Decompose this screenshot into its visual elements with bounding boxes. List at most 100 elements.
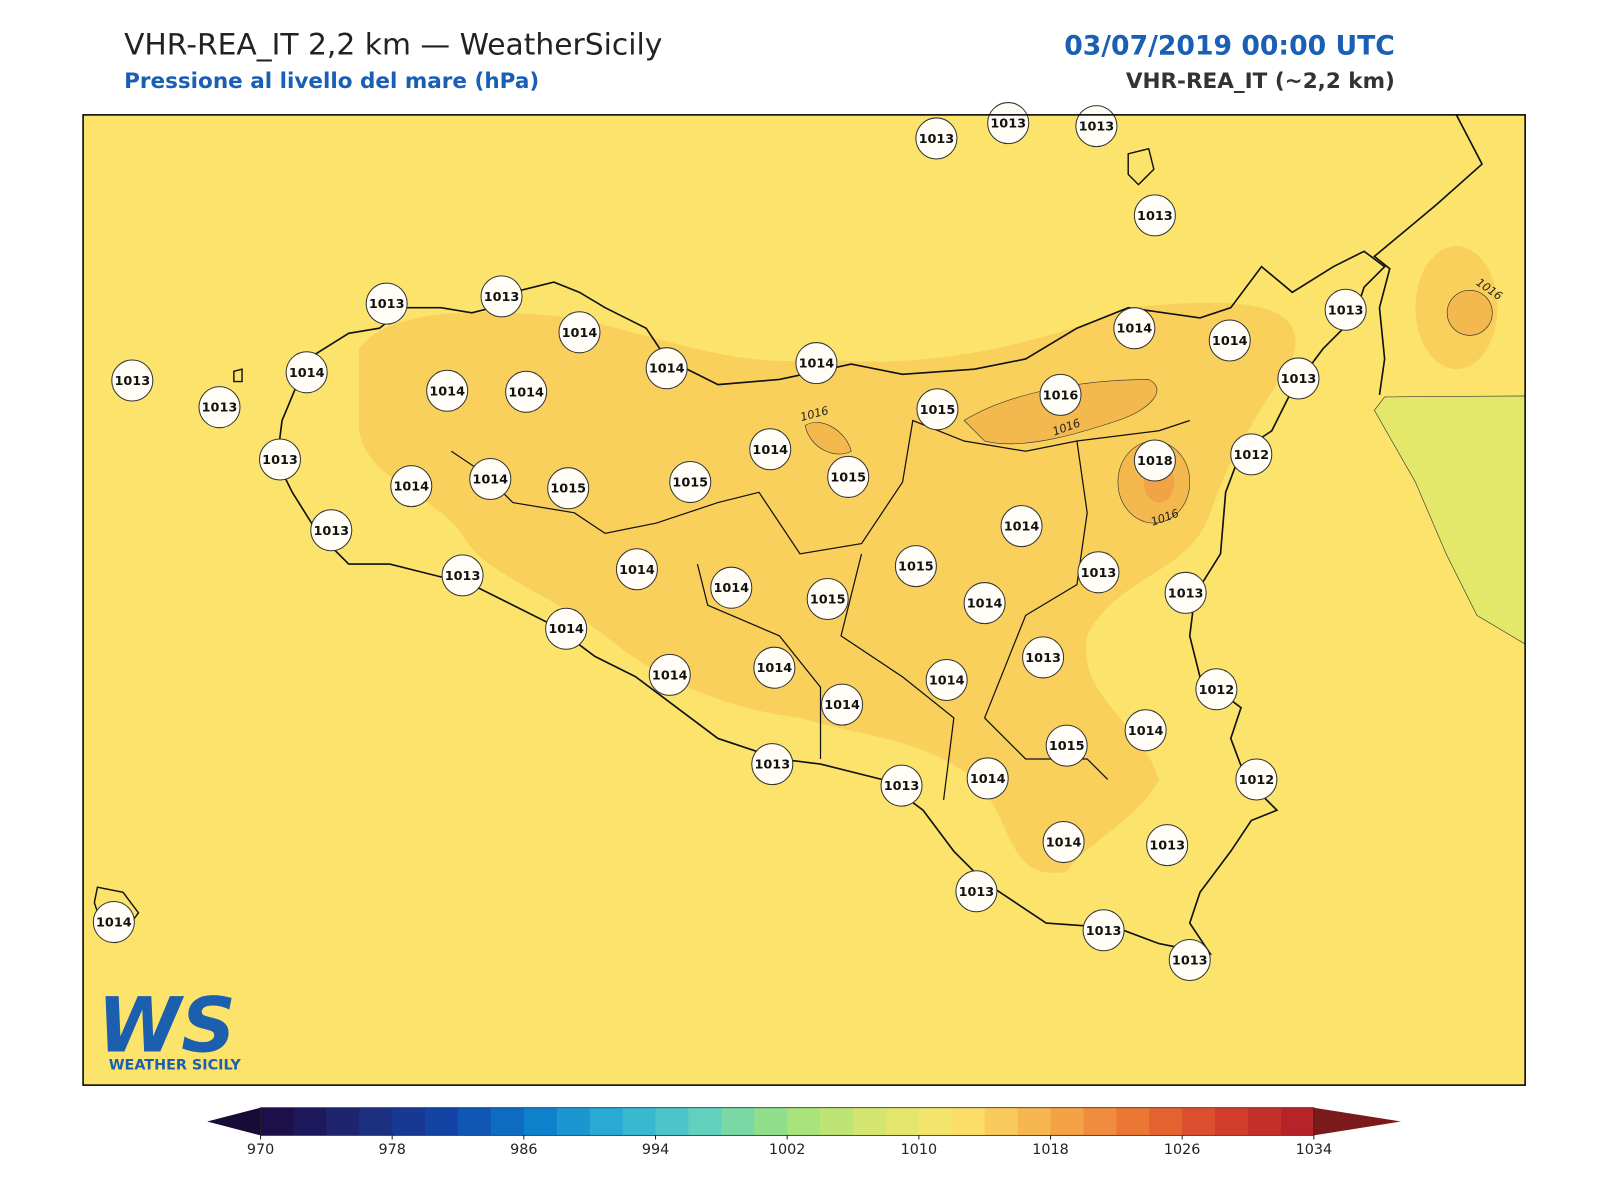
station-value: 1014 (289, 366, 325, 381)
station-marker (1195, 668, 1238, 711)
colorbar-bin (688, 1107, 722, 1136)
station-value: 1013 (1079, 120, 1115, 135)
station-marker (915, 117, 958, 160)
station-value: 1013 (1328, 303, 1364, 318)
colorbar-tick-label: 1010 (901, 1142, 938, 1158)
colorbar-bin (458, 1107, 492, 1136)
colorbar-tick-label: 978 (378, 1142, 405, 1158)
station-value: 1014 (970, 772, 1006, 787)
station: 1013 (915, 117, 958, 160)
station-marker (749, 428, 792, 471)
colorbar-bin (359, 1107, 393, 1136)
station-value: 1015 (898, 560, 934, 575)
station: 1014 (963, 582, 1006, 625)
station-marker (258, 438, 302, 481)
station: 1012 (1230, 433, 1273, 476)
station-value: 1014 (1046, 836, 1082, 851)
station-marker (925, 658, 968, 702)
station: 1012 (1195, 668, 1238, 711)
station-marker (806, 577, 849, 620)
station-marker (669, 461, 712, 504)
colorbar-bin (951, 1107, 986, 1136)
station-value: 1013 (1081, 566, 1117, 581)
station-marker (1000, 505, 1043, 548)
station-marker (753, 646, 796, 689)
station-value: 1014 (96, 916, 132, 931)
station-value: 1013 (754, 758, 790, 773)
station-marker (955, 870, 998, 913)
station-value: 1015 (550, 482, 586, 497)
station: 1013 (198, 386, 241, 429)
station-value: 1015 (1049, 739, 1085, 754)
station: 1014 (615, 548, 658, 591)
station: 1014 (966, 757, 1009, 800)
colorbar-bin (425, 1107, 459, 1136)
logo-mark: WS (97, 981, 235, 1069)
station-value: 1013 (1168, 586, 1204, 601)
subtitle: Pressione al livello del mare (hPa) (124, 69, 539, 94)
station-value: 1013 (990, 117, 1026, 132)
station: 1014 (426, 369, 469, 412)
colorbar-bin (1017, 1107, 1052, 1136)
station-marker (1146, 824, 1189, 867)
station-value: 1014 (1128, 724, 1164, 739)
low-area (1373, 395, 1526, 645)
station: 1014 (505, 370, 548, 413)
station: 1014 (710, 566, 753, 609)
station-marker (795, 342, 838, 385)
station-value: 1015 (672, 476, 708, 491)
station: 1013 (1324, 288, 1367, 331)
station-marker (1168, 938, 1211, 982)
station: 1014 (558, 311, 601, 354)
station: 1014 (753, 646, 796, 689)
station-marker (645, 347, 688, 390)
station: 1014 (1000, 505, 1043, 548)
station-marker (310, 509, 353, 552)
station-marker (987, 102, 1030, 145)
station-marker (1164, 571, 1207, 614)
station-value: 1014 (824, 698, 860, 713)
station-value: 1013 (313, 524, 349, 539)
station-value: 1013 (445, 569, 481, 584)
station-marker (710, 566, 753, 609)
colorbar-tick-label: 1002 (769, 1142, 806, 1158)
station-marker (821, 683, 864, 726)
station-value: 1013 (114, 374, 150, 389)
station-value: 1014 (713, 581, 749, 596)
station: 1013 (258, 438, 302, 481)
station-value: 1012 (1239, 773, 1275, 788)
station-marker (894, 545, 937, 588)
station: 1013 (1168, 938, 1211, 982)
logo: WS WEATHER SICILY (97, 981, 241, 1073)
datetime: 03/07/2019 00:00 UTC (1064, 30, 1395, 61)
colorbar-under (207, 1107, 261, 1136)
station-marker (916, 388, 959, 431)
colorbar-tick-label: 986 (510, 1142, 537, 1158)
station: 1014 (749, 428, 792, 471)
colorbar-tick-label: 994 (642, 1142, 669, 1158)
colorbar-bin (1280, 1107, 1315, 1136)
station: 1014 (469, 457, 512, 500)
station-value: 1015 (830, 470, 866, 485)
station-marker (1133, 194, 1176, 237)
station-marker (111, 359, 154, 402)
station: 1013 (365, 282, 408, 325)
station: 1015 (916, 388, 959, 431)
station-marker (1277, 357, 1320, 400)
station: 1014 (1113, 307, 1156, 350)
station-marker (1082, 909, 1125, 952)
station-marker (365, 282, 408, 325)
station: 1014 (795, 342, 838, 385)
colorbar-bin (1083, 1107, 1117, 1136)
station: 1015 (669, 461, 712, 504)
station-value: 1013 (1137, 209, 1173, 224)
colorbar-bin (1149, 1107, 1183, 1136)
station: 1014 (92, 901, 135, 944)
station-value: 1012 (1199, 683, 1235, 698)
station-value: 1014 (649, 362, 685, 377)
station-value: 1014 (1004, 520, 1040, 535)
station: 1015 (806, 577, 849, 620)
station-value: 1018 (1137, 454, 1173, 469)
station-marker (615, 548, 658, 591)
colorbar-tick-label: 1034 (1296, 1142, 1333, 1158)
